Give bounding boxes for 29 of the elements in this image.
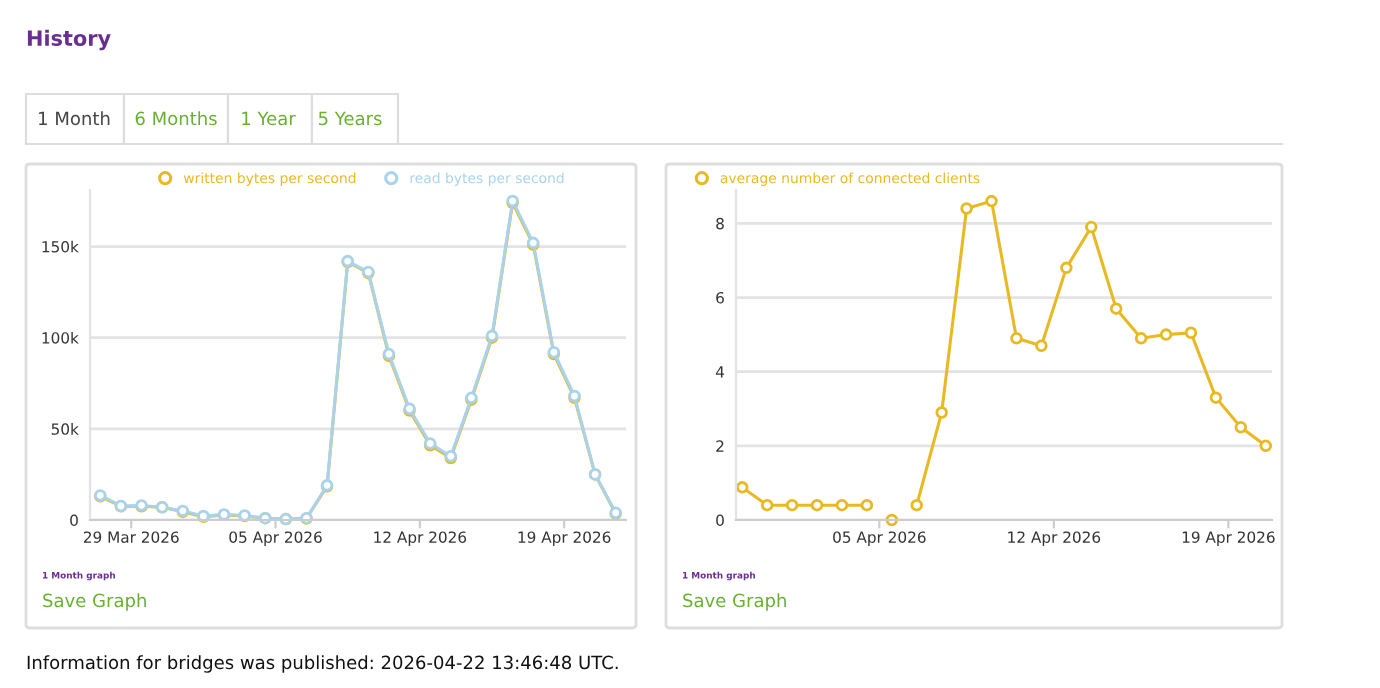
point bbox=[1085, 220, 1098, 234]
point bbox=[960, 202, 973, 215]
point bbox=[910, 498, 923, 512]
point bbox=[860, 498, 874, 512]
text: 6 Months bbox=[135, 111, 217, 126]
point bbox=[810, 498, 824, 512]
text: Information for bridges was published: 2026-04-22 13:46:48 UTC. bbox=[27, 655, 618, 673]
point bbox=[985, 194, 998, 208]
text: 1 Month bbox=[39, 111, 110, 126]
text: Save Graph bbox=[43, 593, 146, 611]
point bbox=[1159, 328, 1173, 341]
point bbox=[1109, 302, 1123, 315]
point bbox=[785, 498, 799, 512]
point bbox=[935, 406, 948, 419]
text: History bbox=[27, 29, 111, 51]
point bbox=[1010, 332, 1023, 345]
point bbox=[1234, 421, 1248, 434]
text: 1 Year bbox=[242, 111, 296, 126]
point bbox=[1060, 261, 1073, 275]
text: Save Graph bbox=[683, 593, 786, 611]
point bbox=[835, 498, 849, 512]
point bbox=[760, 498, 774, 512]
point bbox=[1259, 439, 1273, 453]
point bbox=[735, 481, 749, 494]
point bbox=[1134, 332, 1148, 345]
point bbox=[1035, 339, 1048, 352]
point bbox=[1184, 326, 1198, 339]
text: 5 Years bbox=[318, 111, 382, 126]
point bbox=[1209, 391, 1223, 404]
